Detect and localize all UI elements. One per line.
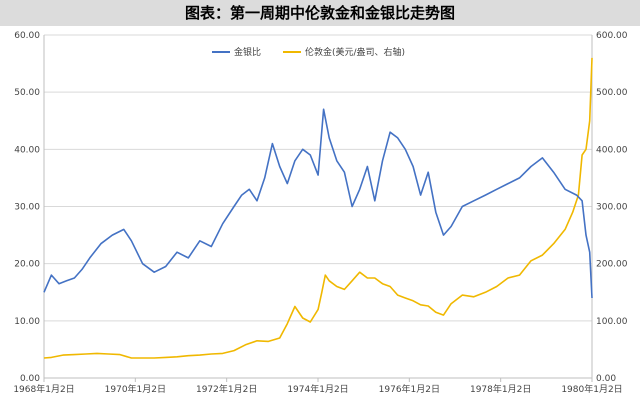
- london-gold-price-line: [43, 57, 593, 359]
- x-tick-label: 1974年1月2日: [287, 383, 348, 395]
- x-tick-label: 1972年1月2日: [196, 383, 257, 395]
- x-tick-label: 1968年1月2日: [13, 383, 74, 395]
- y-left-tick-label: 30.00: [14, 203, 40, 213]
- y-right-tick-label: 300.00: [596, 203, 628, 213]
- y-left-tick-label: 50.00: [14, 88, 40, 98]
- x-tick-label: 1976年1月2日: [379, 383, 440, 395]
- y-right-tick-label: 100.00: [596, 317, 628, 327]
- gold-silver-ratio-line: [43, 108, 593, 299]
- y-right-tick-label: 200.00: [596, 260, 628, 270]
- y-left-tick-label: 10.00: [14, 317, 40, 327]
- y-right-tick-label: 0.00: [596, 374, 616, 384]
- y-left-tick-label: 60.00: [14, 31, 40, 41]
- y-left-tick-label: 0.00: [20, 374, 40, 384]
- y-right-tick-label: 600.00: [596, 31, 628, 41]
- y-right-tick-label: 400.00: [596, 145, 628, 155]
- legend-item-gold-label: 伦敦金(美元/盎司、右轴): [305, 46, 405, 58]
- y-left-tick-label: 40.00: [14, 145, 40, 155]
- chart-title: 图表：第一周期中伦敦金和金银比走势图: [0, 0, 640, 26]
- x-tick-label: 1978年1月2日: [470, 383, 531, 395]
- x-tick-label: 1970年1月2日: [105, 383, 166, 395]
- legend-item-ratio-label: 金银比: [234, 46, 261, 58]
- y-left-tick-label: 20.00: [14, 260, 40, 270]
- x-tick-label: 1980年1月2日: [561, 383, 622, 395]
- y-right-tick-label: 500.00: [596, 88, 628, 98]
